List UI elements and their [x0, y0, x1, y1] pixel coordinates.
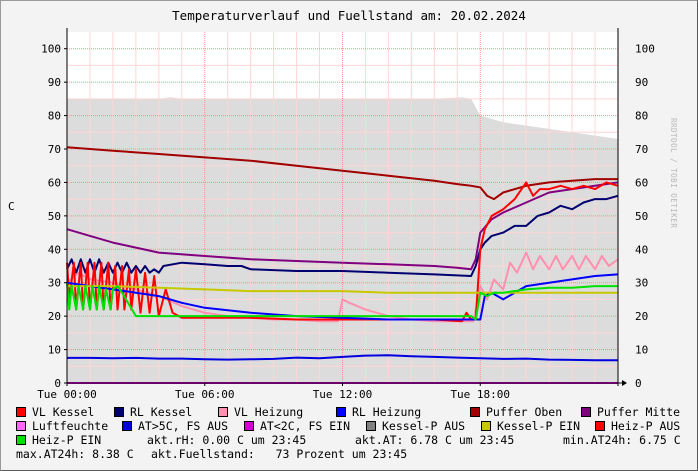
- legend-label: Luftfeuchte: [32, 419, 109, 433]
- legend-item: Luftfeuchte: [16, 419, 108, 433]
- y-tick-label-right: 20: [635, 310, 648, 323]
- stat-min-at24h: min.AT24h: 6.75 C: [563, 433, 681, 447]
- legend-label: Puffer Mitte: [597, 405, 681, 419]
- y-tick-label-right: 0: [635, 377, 642, 390]
- y-tick-label-right: 30: [635, 277, 648, 290]
- legend-label: VL Kessel: [32, 405, 95, 419]
- y-tick-label-left: 90: [48, 76, 61, 89]
- legend-item: VL Heizung: [218, 405, 303, 419]
- y-tick-label-right: 80: [635, 110, 648, 123]
- legend-item: AT>5C, FS AUS: [122, 419, 228, 433]
- legend-label: Heiz-P EIN: [32, 433, 102, 447]
- legend-swatch: [581, 407, 591, 417]
- legend-item: RL Kessel: [114, 405, 192, 419]
- legend-label: Heiz-P AUS: [611, 419, 681, 433]
- y-tick-label-left: 80: [48, 110, 61, 123]
- legend-swatch: [114, 407, 124, 417]
- legend-label: Puffer Oben: [486, 405, 563, 419]
- y-tick-label-left: 60: [48, 176, 61, 189]
- legend-swatch: [16, 435, 26, 445]
- chart-title: Temperaturverlauf und Fuellstand am: 20.…: [172, 8, 526, 23]
- legend-swatch: [16, 421, 26, 431]
- stat-akt-rh: akt.rH: 0.00 C um 23:45: [147, 433, 307, 447]
- legend-item: AT<2C, FS EIN: [244, 419, 350, 433]
- y-tick-label-right: 40: [635, 243, 648, 256]
- y-tick-label-right: 10: [635, 344, 648, 357]
- legend-item: Kessel-P AUS: [366, 419, 465, 433]
- legend-swatch: [366, 421, 376, 431]
- stat-akt-at: akt.AT: 6.78 C um 23:45: [355, 433, 515, 447]
- x-tick-label: Tue 06:00: [175, 388, 235, 400]
- y-tick-label-left: 30: [48, 277, 61, 290]
- legend-label: RL Kessel: [130, 405, 193, 419]
- y-tick-label-right: 100: [635, 43, 655, 56]
- y-tick-label-left: 0: [54, 377, 61, 390]
- x-axis-arrow: [622, 380, 627, 386]
- series-line: [66, 181, 619, 323]
- y-tick-label-left: 50: [48, 210, 61, 223]
- legend-label: AT>5C, FS AUS: [138, 419, 229, 433]
- legend-swatch: [336, 407, 346, 417]
- y-tick-label-right: 60: [635, 176, 648, 189]
- y-tick-label-left: 100: [41, 43, 61, 56]
- series-line: [66, 273, 619, 321]
- legend-swatch: [244, 421, 254, 431]
- legend-swatch: [470, 407, 480, 417]
- legend-item: Puffer Mitte: [581, 405, 680, 419]
- legend-label: Kessel-P EIN: [497, 419, 581, 433]
- legend-label: Kessel-P AUS: [382, 419, 466, 433]
- legend-item: Puffer Oben: [470, 405, 562, 419]
- y-tick-label-right: 90: [635, 76, 648, 89]
- legend-swatch: [481, 421, 491, 431]
- legend: VL Kessel RL Kessel VL Heizung RL Heizun…: [0, 403, 698, 471]
- series-line: [66, 181, 619, 271]
- stat-akt-fuellstand: akt.Fuellstand: 73 Prozent um 23:45: [151, 447, 408, 461]
- y-tick-label-right: 70: [635, 143, 648, 156]
- x-tick-label: Tue 18:00: [450, 388, 510, 400]
- legend-swatch: [16, 407, 26, 417]
- legend-label: AT<2C, FS EIN: [260, 419, 351, 433]
- legend-label: VL Heizung: [234, 405, 304, 419]
- legend-item: VL Kessel: [16, 405, 94, 419]
- x-tick-label: Tue 12:00: [313, 388, 373, 400]
- y-tick-label-left: 10: [48, 344, 61, 357]
- legend-item: Heiz-P AUS: [595, 419, 680, 433]
- legend-item: Kessel-P EIN: [481, 419, 580, 433]
- legend-item: Heiz-P EIN: [16, 433, 101, 447]
- series-line: [67, 285, 618, 294]
- y-tick-label-left: 20: [48, 310, 61, 323]
- legend-swatch: [218, 407, 228, 417]
- x-tick-label: Tue 00:00: [37, 388, 97, 400]
- legend-swatch: [122, 421, 132, 431]
- legend-swatch: [595, 421, 605, 431]
- tick-labels: 0 0 10 10 20 20 30 30 40 40 50 50 60 60 70 70 80 80 90 90 10…: [37, 43, 655, 400]
- legend-label: RL Heizung: [352, 405, 422, 419]
- y-tick-label-left: 40: [48, 243, 61, 256]
- series-line: [67, 354, 618, 362]
- stat-max-at24h: max.AT24h: 8.38 C: [16, 447, 134, 461]
- axes: [64, 28, 627, 386]
- series-line: [66, 146, 618, 201]
- temperature-chart: 0 0 10 10 20 20 30 30 40 40 50 50 60 60 70 70 80 80 90 90 10…: [37, 28, 655, 400]
- y-tick-label-right: 50: [635, 210, 648, 223]
- series-line: [66, 282, 618, 321]
- y-tick-label-left: 70: [48, 143, 61, 156]
- y-axis-label: C: [8, 200, 15, 213]
- legend-item: RL Heizung: [336, 405, 421, 419]
